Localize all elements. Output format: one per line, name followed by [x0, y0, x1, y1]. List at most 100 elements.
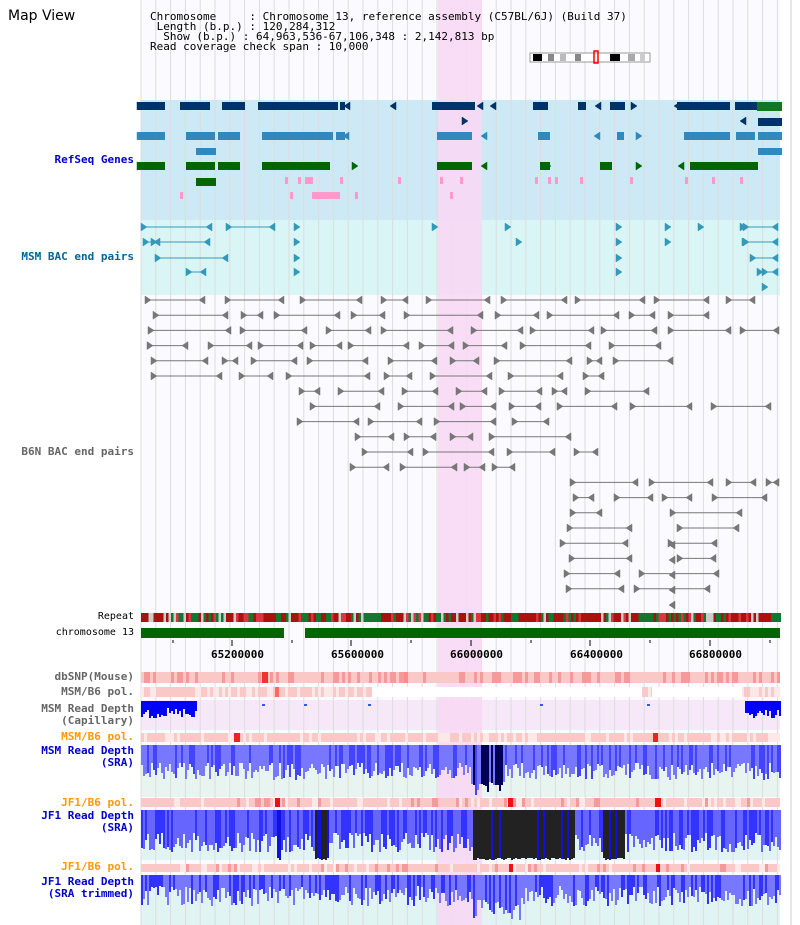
jf1-trim-depth-bar — [225, 875, 227, 898]
b6n-bac-pair-end — [309, 341, 317, 351]
msm-sra-depth-bar — [321, 745, 323, 764]
track-label-msm-bac[interactable]: MSM BAC end pairs — [21, 250, 134, 263]
jf1-pol2-cell — [741, 864, 744, 872]
dbsnp-cell — [738, 672, 741, 683]
track-label-jf1-trimmed[interactable]: JF1 Read Depth (SRA trimmed) — [41, 875, 134, 900]
jf1-sra-depth-bar — [207, 810, 209, 851]
jf1-pol-cell — [396, 798, 399, 807]
jf1-trim-depth-bar — [633, 875, 635, 887]
dbsnp-cell — [318, 672, 321, 683]
track-label-msm-pol-2[interactable]: MSM/B6 pol. — [61, 730, 134, 743]
b6n-bac-pair-end — [277, 295, 285, 305]
dbsnp-cell — [297, 672, 300, 683]
jf1-trim-depth-bar — [617, 875, 619, 900]
msm-sra-depth-bar — [219, 745, 221, 769]
msm-sra-depth-bar — [739, 745, 741, 766]
jf1-sra-depth-bar — [179, 810, 181, 846]
track-label-jf1-sra[interactable]: JF1 Read Depth (SRA) — [41, 809, 134, 834]
msm-sra-depth-bar — [433, 745, 435, 769]
jf1-sra-depth-bar — [243, 810, 245, 845]
repeat-element — [573, 613, 576, 622]
repeat-element — [646, 613, 649, 622]
dbsnp-cell — [165, 672, 168, 683]
track-label-msm-sra[interactable]: MSM Read Depth (SRA) — [41, 744, 134, 769]
gene-block — [258, 102, 338, 110]
msm-sra-depth-bar — [655, 745, 657, 779]
jf1-trim-depth-bar — [515, 875, 517, 906]
jf1-sra-depth-bar — [435, 810, 437, 847]
jf1-sra-depth-bar — [141, 810, 143, 848]
msm-pol2-cell — [513, 733, 516, 742]
b6n-bac-pair-end — [702, 310, 710, 320]
msm-cap-depth-bar — [141, 701, 143, 717]
jf1-pol2-cell — [147, 864, 150, 872]
jf1-trim-depth-bar — [759, 875, 761, 900]
jf1-sra-depth-bar — [437, 810, 439, 839]
repeat-element — [446, 613, 449, 622]
track-label-msm-capillary[interactable]: MSM Read Depth (Capillary) — [41, 702, 134, 727]
msm-sra-depth-bar — [631, 745, 633, 772]
jf1-pol2-cell — [459, 864, 462, 872]
repeat-element — [251, 613, 254, 622]
msm-sra-depth-bar — [215, 745, 217, 772]
jf1-trim-depth-bar — [549, 875, 551, 897]
b6n-bac-pair-end — [491, 462, 499, 472]
b6n-bac-pair-end — [399, 462, 407, 472]
repeat-element — [426, 613, 429, 622]
jf1-trim-depth-bar — [777, 875, 779, 890]
msm-sra-depth-bar — [145, 745, 147, 774]
repeat-element — [373, 613, 376, 622]
jf1-trim-depth-bar — [191, 875, 193, 904]
dbsnp-cell — [303, 672, 306, 683]
jf1-sra-depth-bar — [751, 810, 753, 845]
jf1-trim-depth-bar — [715, 875, 717, 901]
repeat-element — [396, 613, 399, 622]
track-label-b6n-bac[interactable]: B6N BAC end pairs — [21, 445, 134, 458]
repeat-element — [143, 613, 146, 622]
track-label-jf1-pol[interactable]: JF1/B6 pol. — [61, 796, 134, 809]
jf1-trim-depth-bar — [347, 875, 349, 893]
track-label-msm-pol[interactable]: MSM/B6 pol. — [61, 685, 134, 698]
jf1-pol-cell — [489, 798, 492, 807]
msm-sra-depth-bar — [601, 745, 603, 765]
track-label-dbsnp[interactable]: dbSNP(Mouse) — [54, 670, 134, 683]
repeat-element — [653, 613, 656, 622]
repeat-element — [401, 613, 404, 622]
jf1-sra-depth-bar — [523, 810, 525, 858]
msm-pol-cell — [171, 687, 174, 697]
jf1-trim-depth-bar — [373, 875, 375, 892]
track-label-refseq[interactable]: RefSeq Genes — [54, 153, 134, 166]
msm-pol2-cell — [672, 733, 675, 742]
repeat-element — [481, 613, 484, 622]
jf1-pol2-cell — [681, 864, 684, 872]
jf1-trim-depth-bar — [619, 875, 621, 888]
repeat-element — [436, 613, 439, 622]
jf1-trim-depth-bar — [273, 875, 275, 889]
repeat-element — [201, 613, 204, 622]
dbsnp-cell — [381, 672, 384, 683]
msm-pol2-cell — [690, 733, 693, 742]
jf1-trim-depth-bar — [181, 875, 183, 905]
jf1-pol-cell — [333, 798, 336, 807]
jf1-trim-depth-bar — [457, 875, 459, 900]
jf1-pol2-cell — [369, 864, 372, 872]
dbsnp-cell — [426, 672, 429, 683]
dbsnp-cell — [759, 672, 762, 683]
jf1-pol-cell — [441, 798, 444, 807]
jf1-pol-cell — [423, 798, 426, 807]
msm-pol2-cell — [198, 733, 201, 742]
msm-sra-depth-bar — [595, 745, 597, 770]
track-label-jf1-pol-2[interactable]: JF1/B6 pol. — [61, 860, 134, 873]
jf1-sra-depth-bar — [727, 810, 729, 852]
repeat-element — [586, 613, 589, 622]
b6n-bac-pair-end — [667, 325, 675, 335]
repeat-element — [721, 613, 724, 622]
gene-block — [180, 102, 210, 110]
refseq-transcript-mark — [440, 177, 443, 184]
jf1-pol-cell — [228, 798, 231, 807]
msm-sra-depth-bar — [653, 745, 655, 779]
jf1-sra-depth-bar — [695, 810, 697, 851]
jf1-pol-cell — [600, 798, 603, 807]
jf1-trim-depth-bar — [275, 875, 277, 892]
